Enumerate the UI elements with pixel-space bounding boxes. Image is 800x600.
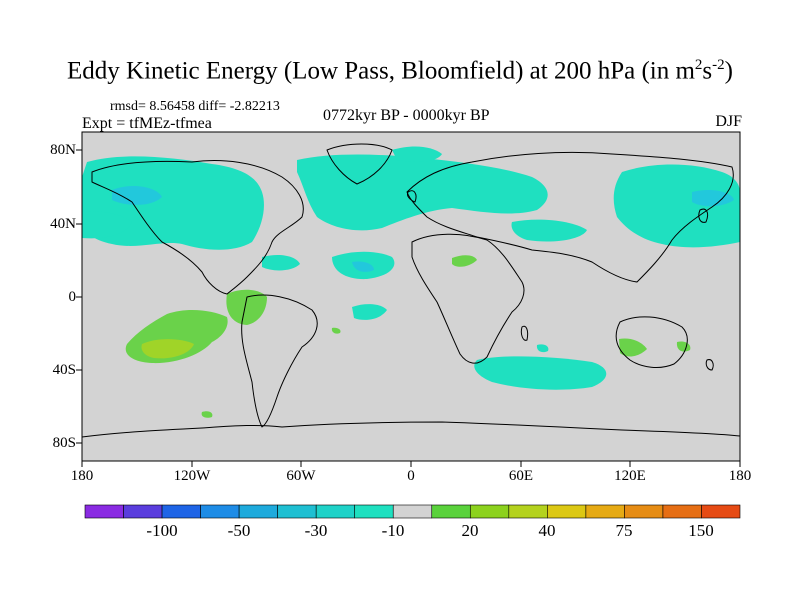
coastline-uk [407, 190, 417, 203]
colorbar-label: 20 [461, 521, 479, 540]
colorbar-swatch [469, 504, 510, 519]
x-tick-label-120w: 120W [173, 468, 211, 484]
colorbar-swatch [624, 504, 664, 519]
y-tick-label-40n: 40N [50, 216, 76, 232]
axis-tick-marks [76, 149, 741, 467]
x-tick-label-60w: 60W [286, 468, 316, 484]
x-tick-label-0: 0 [407, 468, 415, 484]
experiment-label: Expt = tfMEz-tfmea [82, 115, 212, 132]
coastline-south-america [241, 294, 318, 428]
colorbar-swatch [200, 504, 240, 519]
rmsd-diff-stats: rmsd= 8.56458 diff= -2.82213 [110, 99, 280, 114]
x-tick-label-60e: 60E [508, 468, 534, 484]
colorbar-swatch [508, 504, 548, 519]
colorbar-label: -50 [227, 521, 251, 540]
colorbar-swatch [315, 504, 356, 519]
period-label: 0772kyr BP - 0000kyr BP [323, 107, 490, 124]
coastline-greenland [326, 143, 393, 185]
coastline-africa [411, 233, 525, 364]
y-tick-label-80n: 80N [50, 142, 76, 158]
colorbar-swatch [354, 504, 394, 519]
colorbar-swatch [161, 504, 201, 519]
colorbar-label: 75 [615, 521, 633, 540]
colorbar-label: -30 [304, 521, 328, 540]
positive-anomaly-fields [125, 255, 691, 418]
colorbar [84, 504, 741, 519]
colorbar-swatch [547, 504, 587, 519]
coastline-north-america [91, 160, 304, 295]
colorbar-label: 40 [538, 521, 556, 540]
coastline-antarctica [81, 421, 741, 438]
colorbar-swatch [701, 504, 741, 519]
coastlines [81, 143, 741, 438]
coastline-new-zealand [705, 359, 714, 371]
colorbar-swatch [277, 504, 317, 519]
season-label: DJF [715, 113, 742, 130]
coastline-madagascar [520, 325, 529, 341]
colorbar-swatch [431, 504, 471, 519]
negative-anomaly-fields [82, 146, 740, 390]
coastline-australia [615, 316, 688, 368]
colorbar-swatch [585, 504, 625, 519]
coastline-japan [698, 208, 709, 223]
x-tick-label-120e: 120E [614, 468, 646, 484]
x-tick-label-180e: 180 [728, 468, 752, 484]
colorbar-swatch [238, 504, 278, 519]
y-tick-label-eq: 0 [68, 289, 77, 305]
colorbar-label: -100 [146, 521, 178, 540]
x-tick-label-180w: 180 [70, 468, 94, 484]
figure-title: Eddy Kinetic Energy (Low Pass, Bloomfiel… [67, 57, 733, 85]
colorbar-swatch [662, 504, 702, 519]
colorbar-swatch [392, 504, 433, 519]
colorbar-label: 150 [688, 521, 714, 540]
colorbar-swatch [123, 504, 163, 519]
y-tick-label-40s: 40S [52, 362, 76, 378]
colorbar-label: -10 [381, 521, 405, 540]
colorbar-swatch [84, 504, 124, 519]
world-map-panel [76, 131, 741, 467]
y-tick-label-80s: 80S [52, 435, 76, 451]
